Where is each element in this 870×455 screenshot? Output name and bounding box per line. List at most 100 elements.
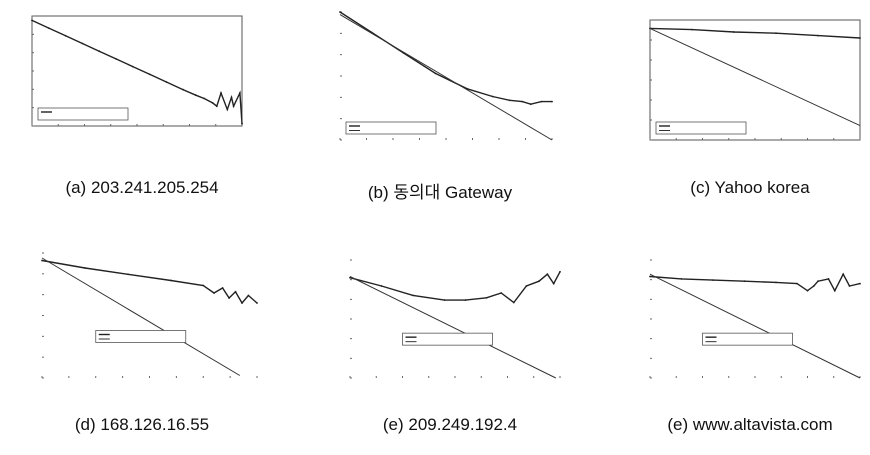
data-point-d xyxy=(234,290,237,293)
chart-f-svg xyxy=(649,259,861,379)
data-point-e xyxy=(512,301,515,304)
caption-d: (d) 168.126.16.55 xyxy=(74,415,210,434)
data-point-f xyxy=(859,282,861,285)
data-point-f xyxy=(848,285,851,287)
data-point-a xyxy=(239,92,241,94)
data-point-b xyxy=(491,95,494,98)
chart-panel-b: (b) 동의대 Gateway xyxy=(320,8,560,218)
reference-series-line-d xyxy=(41,257,241,376)
data-point-f xyxy=(817,280,819,283)
chart-b-svg xyxy=(339,11,553,141)
caption-c: (c) Yahoo korea xyxy=(690,178,810,197)
data-point-a xyxy=(115,58,117,60)
data-point-f xyxy=(806,289,809,292)
data-point-f xyxy=(796,282,798,285)
data-point-e xyxy=(485,296,488,299)
data-point-a xyxy=(230,96,233,99)
caption-b: (b) 동의대 Gateway xyxy=(367,183,513,202)
data-point-a xyxy=(215,105,218,108)
caption-f: (e) www.altavista.com xyxy=(667,415,833,434)
chart-e-svg xyxy=(349,259,561,379)
legend-box-b xyxy=(345,121,437,135)
data-point-f xyxy=(812,285,815,287)
legend-box-e xyxy=(402,332,493,346)
data-point-e xyxy=(559,270,561,273)
data-point-f xyxy=(833,289,836,292)
data-point-b xyxy=(508,99,511,102)
data-point-a xyxy=(31,19,33,22)
chart-panel-f: (e) www.altavista.com xyxy=(630,245,870,455)
data-point-c xyxy=(733,31,735,33)
legend-box-c xyxy=(655,121,747,135)
data-point-e xyxy=(380,285,383,287)
chart-d-svg xyxy=(41,252,258,379)
caption-e: (e) 209.249.192.4 xyxy=(382,415,518,434)
reference-series-line-c xyxy=(649,27,861,127)
legend-box-a xyxy=(37,107,129,121)
data-point-b xyxy=(529,103,532,106)
data-point-f xyxy=(827,278,830,280)
measured-series-line-b xyxy=(339,11,552,105)
data-point-b xyxy=(339,11,341,13)
data-point-d xyxy=(41,259,43,262)
measured-series-line-a xyxy=(31,19,243,124)
data-point-e xyxy=(546,273,549,276)
data-point-d xyxy=(84,267,86,269)
data-point-b xyxy=(434,72,437,75)
data-point-e xyxy=(500,292,503,294)
data-point-f xyxy=(680,278,683,280)
data-point-a xyxy=(203,97,206,100)
data-point-d xyxy=(202,284,205,287)
measured-series-line-d xyxy=(41,259,258,305)
chart-c-svg xyxy=(649,19,861,141)
data-point-c xyxy=(775,32,777,35)
chart-panel-c: (c) Yahoo korea xyxy=(630,8,870,218)
data-point-a xyxy=(241,122,243,125)
data-point-f xyxy=(775,281,777,284)
data-point-e xyxy=(412,294,414,297)
data-point-a xyxy=(226,108,229,111)
measured-series-line-e xyxy=(349,271,561,304)
data-point-a xyxy=(64,34,67,37)
data-point-a xyxy=(165,81,168,83)
data-point-f xyxy=(743,280,746,283)
reference-series-line-b xyxy=(339,14,553,141)
data-point-e xyxy=(525,285,528,287)
data-point-f xyxy=(649,275,651,278)
data-point-a xyxy=(194,94,197,97)
data-point-f xyxy=(842,273,845,276)
legend-box-d xyxy=(95,330,187,343)
data-point-a xyxy=(81,42,84,45)
measured-series-line-c xyxy=(649,27,861,39)
caption-a: (a) 203.241.205.254 xyxy=(65,178,219,197)
data-point-a xyxy=(148,73,151,76)
chart-panel-d: (d) 168.126.16.55 xyxy=(22,245,262,455)
data-point-a xyxy=(232,105,235,108)
data-point-c xyxy=(691,28,693,31)
data-point-e xyxy=(552,282,555,285)
data-point-d xyxy=(256,302,258,304)
data-point-f xyxy=(712,279,714,281)
data-point-c xyxy=(817,34,819,37)
data-point-e xyxy=(464,299,467,301)
data-point-d xyxy=(213,292,215,294)
data-point-d xyxy=(127,273,129,276)
chart-a-svg xyxy=(31,15,243,127)
data-point-d xyxy=(228,297,231,299)
data-point-a xyxy=(131,65,134,68)
data-point-a xyxy=(98,50,101,53)
data-point-b xyxy=(551,100,553,103)
data-point-a xyxy=(47,27,50,29)
chart-panel-a: (a) 203.241.205.254 xyxy=(22,8,262,218)
data-point-a xyxy=(211,102,214,104)
data-point-e xyxy=(538,280,540,283)
data-point-d xyxy=(241,302,243,304)
data-point-b xyxy=(521,100,524,103)
data-point-e xyxy=(443,299,446,301)
data-point-a xyxy=(220,92,222,94)
chart-panel-e: (e) 209.249.192.4 xyxy=(330,245,570,455)
data-point-b xyxy=(540,100,543,103)
data-point-d xyxy=(170,279,172,282)
measured-series-line-f xyxy=(649,272,861,293)
data-point-d xyxy=(247,294,250,297)
